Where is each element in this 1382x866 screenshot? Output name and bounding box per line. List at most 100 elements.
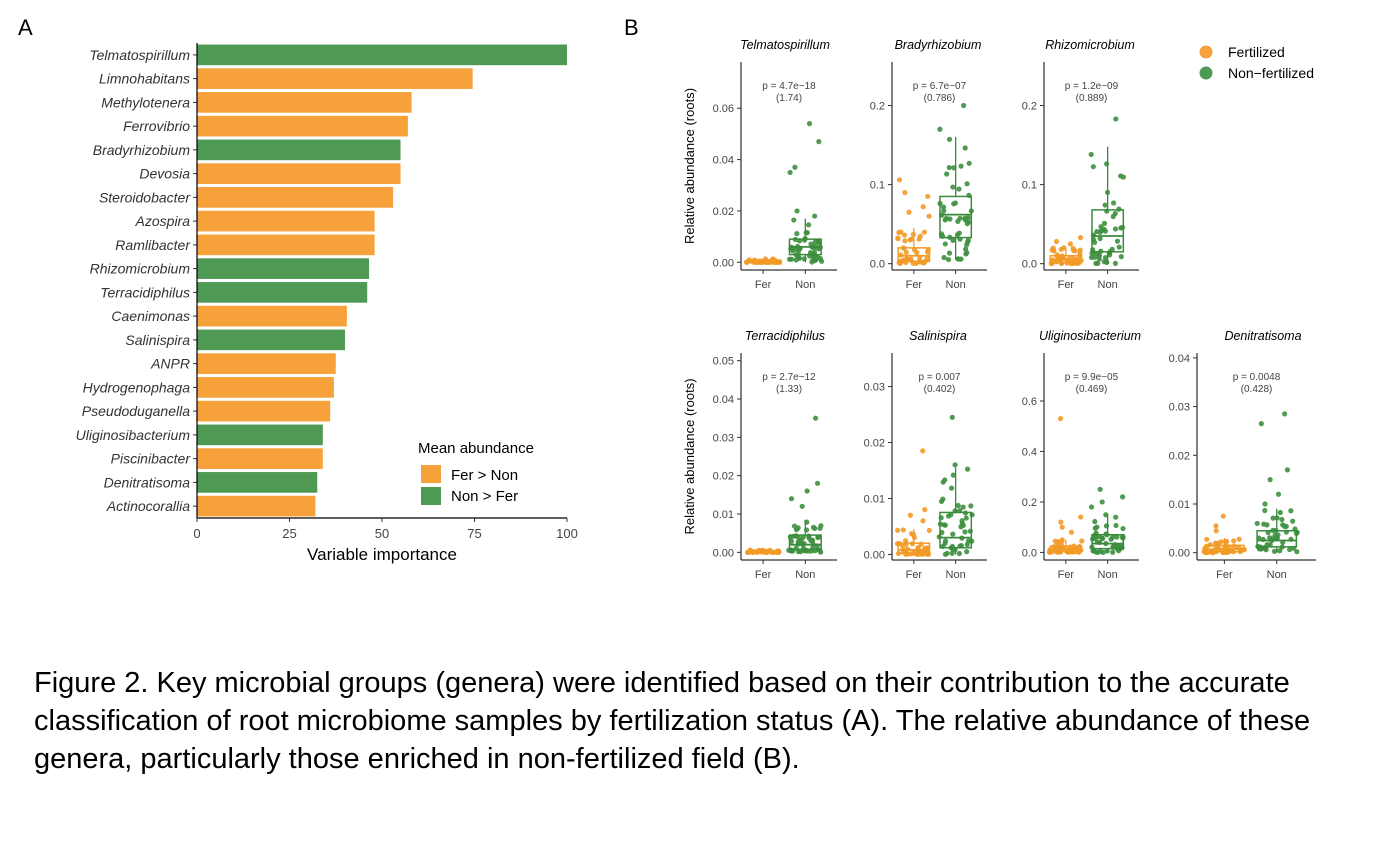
- p-value-label: p = 6.7e−07: [913, 81, 967, 92]
- importance-bar: [197, 139, 401, 161]
- fer-data-point: [903, 249, 909, 255]
- non-data-point: [819, 258, 825, 264]
- non-data-point: [1254, 520, 1260, 527]
- y-tick-label: 0.03: [1169, 402, 1190, 414]
- panel-title: Denitratisoma: [1224, 329, 1301, 343]
- non-data-point: [1097, 486, 1103, 492]
- non-data-point: [812, 213, 818, 219]
- non-data-point: [1101, 220, 1108, 226]
- fold-change-label: (1.33): [776, 384, 802, 395]
- legend-dot-fertilized: [1199, 45, 1213, 59]
- non-data-point: [1088, 504, 1095, 510]
- y-tick-label: 0.1: [1022, 180, 1037, 192]
- non-data-point: [941, 254, 947, 261]
- non-data-point: [1267, 535, 1273, 541]
- fer-data-point: [902, 238, 908, 244]
- non-data-point: [1271, 548, 1278, 554]
- non-data-point: [787, 169, 793, 176]
- box-panel: Uliginosibacterium p = 9.9e−05(0.469) 0.0 0…: [1022, 329, 1141, 581]
- legend-swatch-non: [421, 487, 441, 505]
- non-data-point: [805, 222, 812, 228]
- x-tick-label: 50: [375, 526, 389, 541]
- y-tick-label: 0.0: [870, 259, 885, 271]
- non-data-point: [813, 257, 819, 263]
- fer-data-point: [1218, 539, 1224, 545]
- non-data-point: [1280, 522, 1286, 528]
- x-tick-label: Non: [795, 569, 815, 581]
- non-data-point: [1261, 521, 1267, 527]
- y-tick-label: 0.0: [1022, 259, 1037, 271]
- y-tick-label: 0.03: [713, 432, 734, 444]
- box-panel: Bradyrhizobium p = 6.7e−07(0.786) 0.0 0.1 0.…: [870, 38, 987, 291]
- bar-category-label: Salinispira: [125, 332, 190, 348]
- importance-bar: [197, 472, 318, 493]
- fer-data-point: [1078, 514, 1084, 520]
- importance-bar: [197, 377, 334, 398]
- non-data-point: [968, 503, 974, 509]
- non-data-point: [1279, 516, 1285, 523]
- bar-category-label: Limnohabitans: [99, 71, 190, 87]
- relative-abundance-panels: Telmatospirillum p = 4.7e−18(1.74) 0.00 0.0…: [682, 38, 1316, 581]
- fold-change-label: (1.74): [776, 93, 802, 104]
- y-tick-label: 0.2: [870, 100, 885, 112]
- y-tick-label: 0.03: [864, 382, 885, 394]
- bar-category-label: Steroidobacter: [99, 189, 191, 205]
- non-data-point: [812, 525, 818, 531]
- fer-data-point: [906, 209, 912, 215]
- y-tick-label: 0.00: [1169, 548, 1190, 560]
- non-data-point: [1113, 522, 1119, 529]
- variable-importance-chart: Telmatospirillum Limnohabitans Methylotene…: [76, 43, 578, 564]
- fer-data-point: [1068, 529, 1074, 535]
- non-data-point: [801, 256, 807, 262]
- y-tick-label: 0.04: [1169, 353, 1190, 365]
- non-data-point: [1116, 244, 1122, 250]
- y-tick-label: 0.04: [713, 394, 734, 406]
- non-data-point: [1090, 164, 1096, 170]
- bar-category-label: Terracidiphilus: [100, 284, 190, 300]
- non-data-point: [950, 531, 956, 537]
- y-axis-title: Relative abundance (roots): [682, 88, 697, 244]
- y-tick-label: 0.01: [1169, 499, 1190, 511]
- non-data-point: [1094, 524, 1100, 530]
- fer-data-point: [1077, 247, 1083, 253]
- non-data-point: [958, 163, 964, 169]
- non-data-point: [791, 217, 797, 223]
- non-data-point: [1262, 501, 1268, 507]
- fer-data-point: [900, 543, 906, 550]
- fer-data-point: [1070, 245, 1076, 252]
- non-data-point: [788, 256, 795, 262]
- panel-title: Rhizomicrobium: [1045, 38, 1135, 52]
- x-tick-label: Fer: [1058, 279, 1075, 291]
- non-data-point: [1092, 518, 1098, 525]
- fer-data-point: [1067, 241, 1073, 247]
- non-data-point: [958, 524, 964, 530]
- fer-data-point: [1079, 538, 1085, 544]
- non-data-point: [795, 548, 802, 555]
- non-data-point: [1110, 213, 1116, 220]
- x-tick-label: Non: [1098, 279, 1118, 291]
- non-data-point: [1104, 161, 1110, 167]
- non-data-point: [1093, 260, 1099, 266]
- non-data-point: [803, 230, 809, 236]
- importance-bar: [197, 329, 345, 351]
- non-data-point: [966, 160, 972, 166]
- non-data-point: [942, 477, 948, 483]
- non-data-point: [811, 249, 818, 256]
- non-box: [1091, 209, 1125, 253]
- legend-label-non: Non > Fer: [451, 488, 518, 505]
- fer-data-point: [920, 204, 926, 210]
- panel-title: Terracidiphilus: [745, 329, 825, 343]
- non-data-point: [964, 541, 970, 548]
- fer-data-point: [1053, 238, 1060, 245]
- non-data-point: [1287, 546, 1293, 553]
- bar-category-label: Methylotenera: [101, 94, 190, 110]
- non-data-point: [1112, 226, 1119, 232]
- y-tick-label: 0.6: [1022, 396, 1037, 408]
- fer-data-point: [1224, 538, 1230, 545]
- non-data-point: [946, 250, 953, 256]
- non-data-point: [1100, 549, 1106, 555]
- box-panel: Rhizomicrobium p = 1.2e−09(0.889) 0.0 0.1 0.…: [1022, 38, 1139, 291]
- non-data-point: [1288, 508, 1294, 514]
- non-data-point: [937, 126, 943, 132]
- legend-label-non-fertilized: Non−fertilized: [1228, 65, 1314, 81]
